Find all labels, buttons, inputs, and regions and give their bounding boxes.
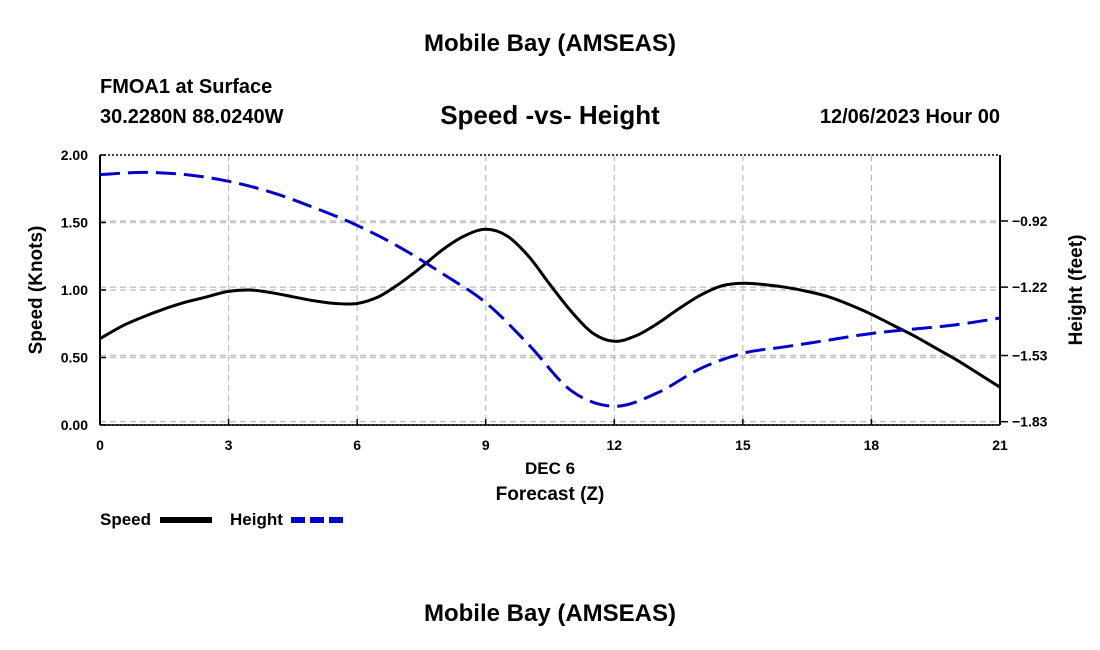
y-tick-label-left: 0.00: [61, 417, 88, 433]
x-tick-label: 15: [735, 437, 751, 453]
y-tick-label-left: 1.50: [61, 215, 88, 231]
legend-label-height: Height: [230, 510, 283, 529]
y-tick-label-right: −1.83: [1012, 414, 1048, 430]
legend-label-speed: Speed: [100, 510, 151, 529]
station-coordinates: 30.2280N 88.0240W: [100, 106, 284, 128]
y-tick-label-right: −0.92: [1012, 213, 1048, 229]
y-tick-label-left: 1.00: [61, 282, 88, 298]
plot-title: Speed -vs- Height: [440, 100, 660, 130]
speed-series-line: [99, 227, 1001, 389]
x-tick-label: 12: [606, 437, 622, 453]
series-lines: [99, 170, 1001, 408]
y-axis-label-left: Speed (Knots): [26, 226, 47, 355]
legend: Speed Height: [100, 510, 343, 529]
x-tick-label: 21: [992, 437, 1008, 453]
axis-ticks: 0 3 6 9 12 15 18 21 0.00 0.50 1.00 1.50 2.00 −0.92 −1.…: [61, 147, 1048, 453]
x-tick-label: 0: [96, 437, 104, 453]
station-name: FMOA1 at Surface: [100, 76, 273, 98]
forecast-date-hour: 12/06/2023 Hour 00: [819, 106, 1000, 128]
x-axis-date-label: DEC 6: [525, 459, 575, 478]
y-axis-label-right: Height (feet): [1066, 235, 1087, 346]
x-axis-label: Forecast (Z): [496, 484, 605, 505]
y-tick-label-left: 0.50: [61, 350, 88, 366]
main-title: Mobile Bay (AMSEAS): [423, 30, 677, 57]
y-tick-label-right: −1.53: [1012, 348, 1048, 364]
footer-title: Mobile Bay (AMSEAS): [423, 600, 677, 627]
height-series-line: [99, 170, 1001, 408]
y-tick-label-left: 2.00: [61, 147, 88, 163]
y-tick-label-right: −1.22: [1012, 279, 1048, 295]
x-tick-label: 3: [225, 437, 233, 453]
x-tick-label: 18: [864, 437, 880, 453]
x-tick-label: 6: [353, 437, 361, 453]
x-tick-label: 9: [482, 437, 490, 453]
